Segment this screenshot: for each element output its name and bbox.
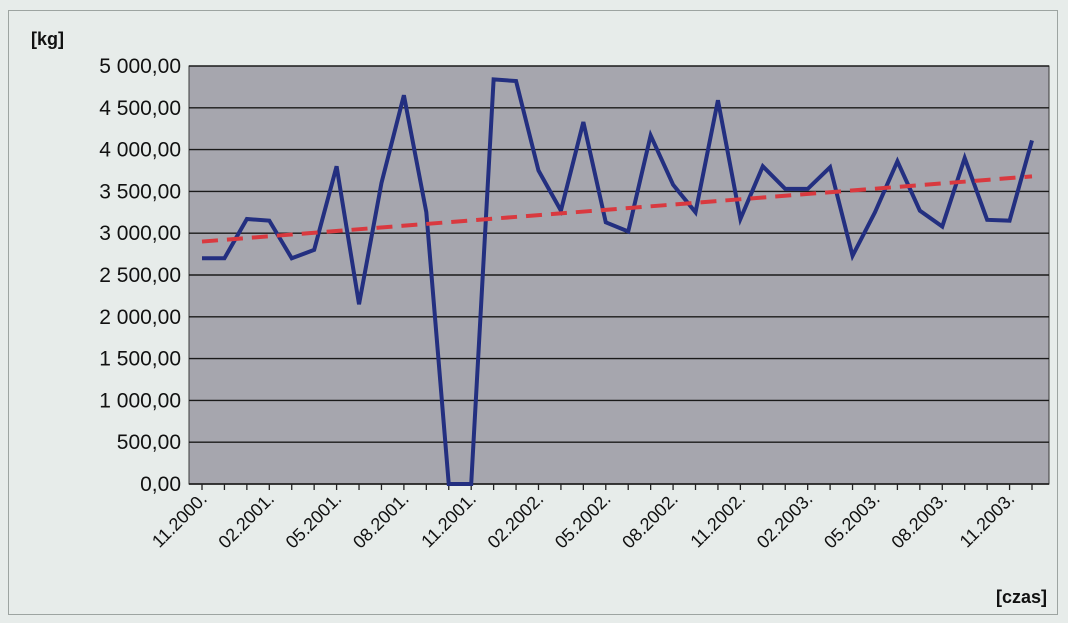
x-tick-label: 11.2003.	[956, 489, 1019, 552]
x-tick-label: 02.2002.	[484, 489, 548, 553]
data-series-line	[202, 77, 1034, 486]
x-tick-label: 11.2002.	[686, 489, 749, 552]
y-tick-label: 1 000,00	[99, 389, 181, 412]
y-tick-label: 1 500,00	[99, 348, 181, 371]
x-tick-label: 02.2003.	[753, 489, 817, 553]
y-axis-tick-labels: 0,00 500,00 1 000,00 1 500,00 2 000,00 2 500,…	[99, 55, 181, 496]
y-tick-label: 5 000,00	[99, 55, 181, 78]
x-axis-label: [czas]	[996, 587, 1047, 607]
x-tick-label: 05.2001.	[282, 489, 346, 553]
x-tick-label: 08.2001.	[349, 489, 413, 553]
x-tick-label: 02.2001.	[214, 489, 278, 553]
y-tick-label: 0,00	[140, 473, 181, 496]
chart-frame: 0,00 500,00 1 000,00 1 500,00 2 000,00 2 500,…	[8, 10, 1058, 615]
x-axis: 11.2000. 02.2001. 05.2001. 08.2001. 11.2001.…	[148, 483, 1049, 553]
x-tick-label: 08.2003.	[887, 489, 951, 553]
x-tick-label: 05.2002.	[551, 489, 615, 553]
x-tick-label: 08.2002.	[618, 489, 682, 553]
series-layer	[201, 77, 1034, 486]
y-tick-label: 4 000,00	[99, 139, 181, 162]
y-tick-label: 500,00	[117, 431, 181, 454]
y-axis-label: [kg]	[31, 29, 64, 49]
x-tick-label: 11.2000.	[148, 489, 211, 552]
x-tick-label: 11.2001.	[417, 489, 480, 552]
y-tick-label: 3 000,00	[99, 222, 181, 245]
y-tick-label: 2 500,00	[99, 264, 181, 287]
y-tick-label: 4 500,00	[99, 97, 181, 120]
y-tick-label: 2 000,00	[99, 306, 181, 329]
y-tick-label: 3 500,00	[99, 180, 181, 203]
x-tick-label: 05.2003.	[820, 489, 884, 553]
trend-line	[201, 174, 1033, 244]
line-chart: 0,00 500,00 1 000,00 1 500,00 2 000,00 2 500,…	[31, 29, 1050, 607]
